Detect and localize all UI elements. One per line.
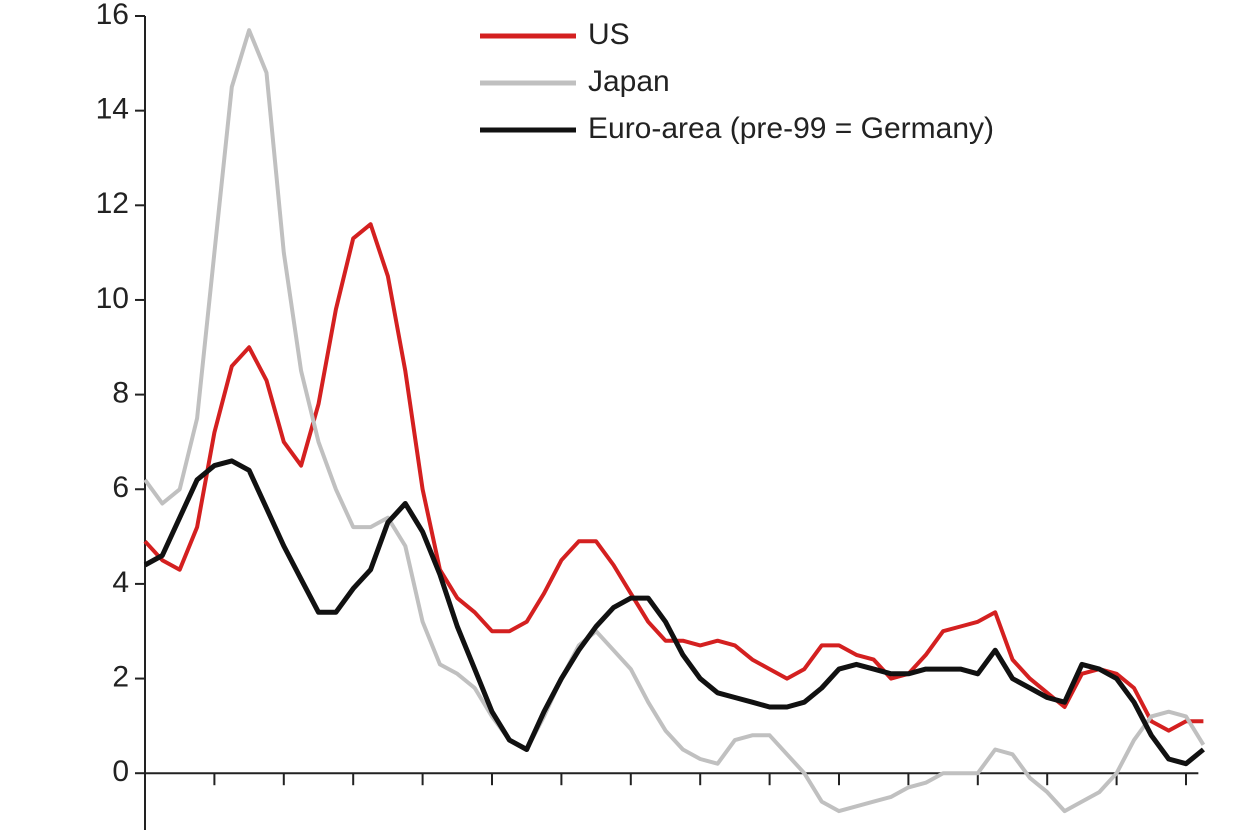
y-tick-label: 12 [96,187,129,220]
legend-label: Japan [588,65,670,98]
legend-label: Euro-area (pre-99 = Germany) [588,112,994,145]
y-tick-label: 8 [112,377,129,410]
y-tick-label: 2 [112,660,129,693]
y-tick-label: 4 [112,566,129,599]
series-line [143,28,1206,814]
series-line [143,458,1205,767]
y-tick-label: 0 [112,755,129,788]
y-tick-label: 16 [96,0,129,31]
legend-label: US [588,18,630,51]
y-tick-label: 6 [112,471,129,504]
y-tick-label: 14 [96,93,129,126]
y-tick-label: 10 [96,282,129,315]
series-line [143,222,1204,733]
